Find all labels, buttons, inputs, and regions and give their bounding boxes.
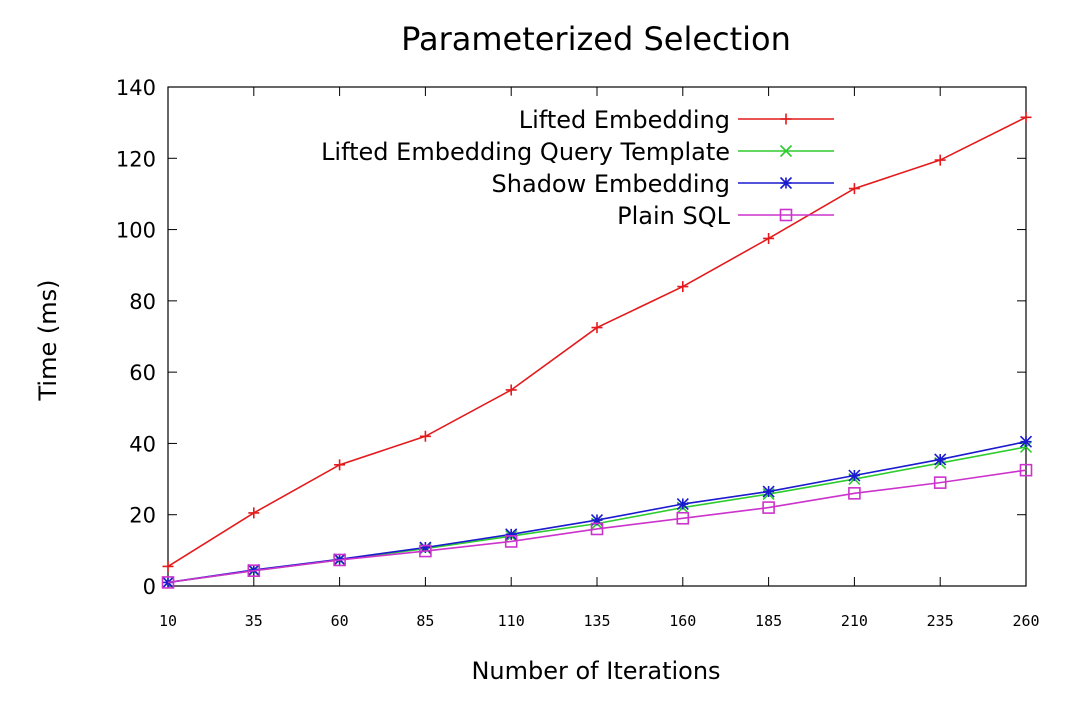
data-point-square (762, 501, 775, 514)
y-tick-label: 80 (129, 290, 156, 314)
series-layer (161, 111, 1033, 589)
data-point-star (419, 541, 432, 554)
x-tick-label: 210 (841, 612, 868, 630)
data-point-plus (334, 459, 346, 471)
y-tick-label: 140 (116, 76, 156, 100)
data-point-star (161, 576, 175, 589)
data-point-star (934, 453, 947, 466)
data-point-square (676, 511, 690, 525)
data-point-star (505, 528, 518, 541)
data-point-plus (780, 113, 792, 125)
data-point-cross (779, 144, 793, 158)
data-point-star (590, 513, 604, 527)
y-tick-label: 20 (129, 504, 156, 528)
y-tick-label: 0 (143, 575, 156, 599)
x-tick-label: 10 (159, 612, 177, 630)
data-point-plus (505, 384, 517, 396)
chart-title: Parameterized Selection (401, 20, 791, 58)
data-point-square (848, 487, 861, 500)
data-point-plus (248, 507, 260, 519)
x-axis-label: Number of Iterations (471, 657, 720, 685)
legend-item-3: Plain SQL (617, 202, 834, 230)
y-axis-label: Time (ms) (34, 280, 62, 402)
data-point-square (161, 576, 175, 589)
data-point-square (504, 535, 518, 548)
data-point-square (1019, 463, 1033, 477)
legend-label: Lifted Embedding Query Template (321, 138, 730, 166)
data-point-square (419, 544, 432, 558)
x-tick-label: 35 (245, 612, 263, 630)
x-tick-label: 185 (755, 612, 782, 630)
y-tick-label: 100 (116, 219, 156, 243)
data-point-star (762, 485, 775, 498)
x-tick-label: 135 (583, 612, 610, 630)
data-point-plus (677, 281, 689, 293)
y-tick-label: 60 (129, 361, 156, 385)
series-line (167, 469, 1027, 584)
data-point-plus (419, 430, 431, 442)
data-point-plus (1020, 111, 1032, 123)
x-tick-label: 85 (416, 612, 434, 630)
data-point-star (848, 469, 861, 482)
x-tick-label: 60 (331, 612, 349, 630)
data-point-square (933, 476, 947, 489)
axis-ticks: 0 20 40 60 80 100 120 140 10 35 60 85 110 135 160 185 21… (116, 76, 1040, 630)
data-point-square (779, 208, 793, 222)
y-tick-label: 40 (129, 432, 156, 456)
y-tick-label: 120 (116, 147, 156, 171)
series-0 (162, 111, 1032, 572)
data-point-star (779, 176, 793, 190)
data-point-plus (848, 183, 860, 195)
legend-item-2: Shadow Embedding (492, 170, 834, 198)
legend: Lifted Embedding Lifted Embedding Query T… (321, 106, 834, 230)
series-3 (161, 463, 1033, 589)
data-point-plus (934, 154, 946, 166)
legend-label: Lifted Embedding (519, 106, 730, 134)
data-point-star (676, 497, 689, 511)
x-tick-label: 235 (927, 612, 954, 630)
x-tick-label: 260 (1012, 612, 1039, 630)
legend-label: Shadow Embedding (492, 170, 730, 198)
data-point-star (1019, 435, 1033, 448)
data-point-plus (591, 322, 603, 334)
data-point-square (333, 553, 346, 567)
x-tick-label: 110 (498, 612, 525, 630)
data-point-square (247, 564, 261, 577)
data-point-square (590, 522, 604, 536)
x-tick-label: 160 (669, 612, 696, 630)
legend-item-1: Lifted Embedding Query Template (321, 138, 834, 166)
data-point-plus (162, 560, 174, 572)
series-line (167, 440, 1027, 584)
data-point-plus (763, 232, 775, 244)
legend-item-0: Lifted Embedding (519, 106, 834, 134)
legend-label: Plain SQL (617, 202, 730, 230)
